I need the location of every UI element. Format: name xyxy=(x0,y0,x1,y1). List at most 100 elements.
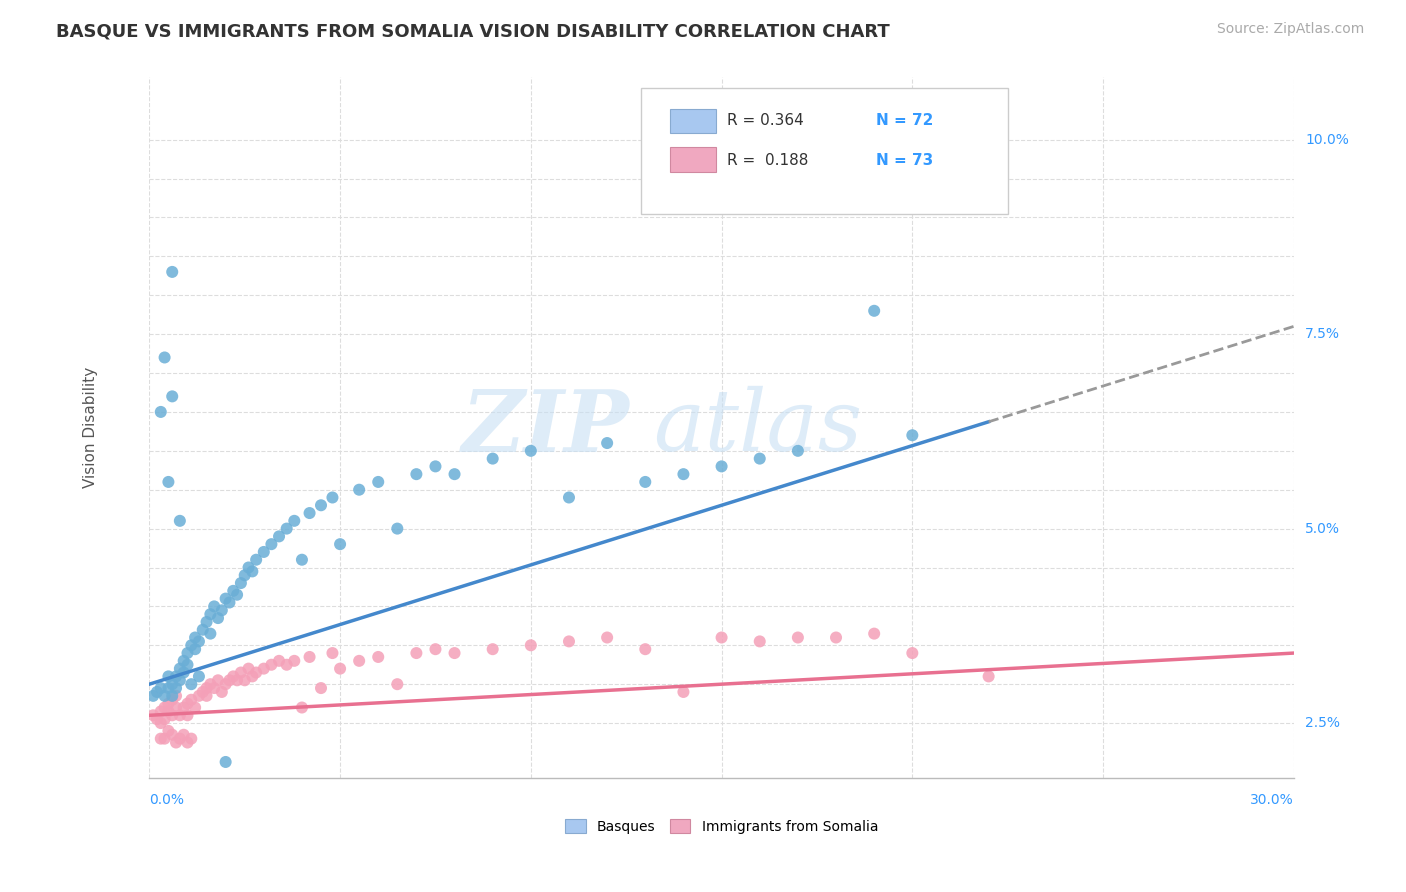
Point xyxy=(202,599,225,614)
Point xyxy=(253,662,276,676)
Point xyxy=(347,483,370,497)
Point xyxy=(710,631,733,645)
Point xyxy=(276,657,298,672)
Text: Source: ZipAtlas.com: Source: ZipAtlas.com xyxy=(1216,22,1364,37)
Point xyxy=(153,351,176,365)
Point xyxy=(347,654,370,668)
Point xyxy=(195,615,218,629)
Text: atlas: atlas xyxy=(652,386,862,469)
Point xyxy=(226,588,249,602)
Point xyxy=(187,689,209,703)
Point xyxy=(596,436,619,450)
Point xyxy=(146,685,169,699)
Point xyxy=(309,681,332,695)
Point xyxy=(169,662,191,676)
Point xyxy=(977,669,1000,683)
Point xyxy=(176,735,198,749)
Text: N = 73: N = 73 xyxy=(876,153,934,168)
Point xyxy=(291,552,314,566)
Point xyxy=(267,529,290,543)
Point xyxy=(187,634,209,648)
Point xyxy=(180,677,202,691)
Point xyxy=(160,677,183,691)
Point xyxy=(160,265,183,279)
Point xyxy=(226,673,249,688)
Point xyxy=(481,642,503,657)
Point xyxy=(165,700,187,714)
Point xyxy=(157,723,180,738)
Point xyxy=(157,681,180,695)
Point xyxy=(748,451,770,466)
Text: BASQUE VS IMMIGRANTS FROM SOMALIA VISION DISABILITY CORRELATION CHART: BASQUE VS IMMIGRANTS FROM SOMALIA VISION… xyxy=(56,22,890,40)
Point xyxy=(200,607,222,622)
Point xyxy=(173,654,195,668)
Point xyxy=(157,697,180,711)
Point xyxy=(748,634,770,648)
Point xyxy=(180,731,202,746)
Point xyxy=(329,662,352,676)
Point xyxy=(165,681,187,695)
Point xyxy=(672,467,695,482)
Point xyxy=(160,728,183,742)
Point xyxy=(200,626,222,640)
Point xyxy=(229,665,252,680)
Point xyxy=(229,576,252,591)
Point xyxy=(176,708,198,723)
Point xyxy=(165,689,187,703)
Point xyxy=(634,642,657,657)
Point xyxy=(329,537,352,551)
Point xyxy=(558,491,581,505)
Point xyxy=(173,728,195,742)
Text: 5.0%: 5.0% xyxy=(1305,522,1340,535)
Point xyxy=(321,646,343,660)
Point xyxy=(267,654,290,668)
Point xyxy=(160,389,183,403)
Point xyxy=(149,716,172,731)
Point xyxy=(710,459,733,474)
Text: 30.0%: 30.0% xyxy=(1250,793,1294,807)
Point xyxy=(291,700,314,714)
Point xyxy=(367,475,389,489)
Text: R = 0.364: R = 0.364 xyxy=(727,113,804,128)
Point xyxy=(520,443,543,458)
Text: 7.5%: 7.5% xyxy=(1305,327,1340,341)
Point xyxy=(214,591,236,606)
Point xyxy=(786,443,808,458)
Bar xyxy=(671,109,716,134)
Point xyxy=(187,669,209,683)
Point xyxy=(153,712,176,726)
Point xyxy=(240,669,263,683)
Point xyxy=(184,642,207,657)
Point xyxy=(863,626,886,640)
Point xyxy=(481,451,503,466)
Text: ZIP: ZIP xyxy=(463,385,630,469)
Point xyxy=(169,673,191,688)
Point xyxy=(153,700,176,714)
Point xyxy=(596,631,619,645)
Point xyxy=(405,467,427,482)
Point xyxy=(176,646,198,660)
Point xyxy=(173,665,195,680)
FancyBboxPatch shape xyxy=(641,88,1008,214)
Point xyxy=(218,595,240,609)
Point xyxy=(157,705,180,719)
Point xyxy=(165,669,187,683)
Point xyxy=(260,657,283,672)
Text: 2.5%: 2.5% xyxy=(1305,716,1340,730)
Point xyxy=(218,673,240,688)
Point xyxy=(169,514,191,528)
Point xyxy=(200,677,222,691)
Point xyxy=(901,646,924,660)
Point xyxy=(240,565,263,579)
Point xyxy=(160,689,183,703)
Text: 0.0%: 0.0% xyxy=(149,793,184,807)
Point xyxy=(214,755,236,769)
Point xyxy=(298,506,321,520)
Point xyxy=(425,642,447,657)
Point xyxy=(184,631,207,645)
Point xyxy=(425,459,447,474)
Point xyxy=(142,708,165,723)
Point xyxy=(245,665,267,680)
Point xyxy=(191,623,214,637)
Point xyxy=(825,631,848,645)
